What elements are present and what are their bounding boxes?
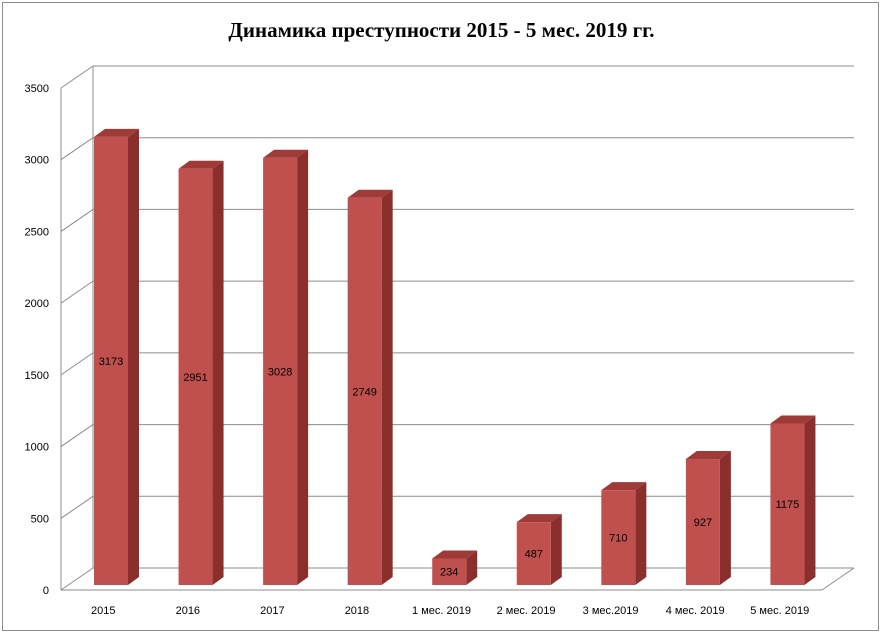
data-label: 927 (694, 517, 712, 529)
bar-front (178, 168, 213, 585)
bar-side (550, 514, 562, 585)
bar-side (635, 482, 647, 585)
y-tick-label: 0 (43, 585, 49, 597)
bar-front (94, 136, 128, 586)
data-label: 2749 (352, 386, 376, 398)
x-tick-label: 1 мес. 2019 (412, 605, 471, 617)
grid-diagonal (60, 65, 94, 89)
bar-front (432, 558, 467, 585)
x-tick-label: 2 мес. 2019 (497, 605, 556, 617)
data-label: 2951 (183, 372, 207, 384)
bar: 234 (432, 550, 478, 585)
data-label: 3173 (99, 356, 123, 368)
bar-front (347, 197, 382, 586)
y-tick-label: 3000 (25, 155, 49, 167)
grid-diagonal (60, 352, 94, 376)
data-label: 1175 (776, 499, 800, 511)
bar: 3028 (263, 149, 309, 585)
bar-top (347, 189, 393, 198)
data-label: 710 (609, 533, 627, 545)
grid-diagonal (60, 209, 94, 232)
bar-side (804, 415, 816, 585)
bar-side (466, 550, 478, 585)
bar-front (601, 490, 636, 585)
bar-front (263, 157, 298, 585)
y-tick-label: 3500 (25, 83, 49, 95)
x-tick-label: 5 мес. 2019 (750, 605, 809, 617)
grid-diagonal (60, 424, 94, 447)
floor-right-edge (821, 567, 855, 591)
bar-top (601, 482, 647, 491)
bar: 2951 (178, 160, 224, 585)
bar: 3173 (94, 128, 139, 586)
x-tick-label: 2017 (260, 605, 284, 617)
x-tick-label: 2016 (176, 605, 200, 617)
grid-diagonal (60, 567, 94, 591)
grid-diagonal (60, 137, 94, 161)
bar: 487 (516, 514, 562, 585)
bar-top (94, 128, 139, 137)
x-tick-label: 2018 (345, 605, 369, 617)
bar-top (770, 415, 816, 424)
bar-top (178, 160, 224, 169)
bar-top (432, 550, 478, 559)
bar-side (128, 128, 139, 586)
bar: 1175 (770, 415, 816, 585)
bar-side (719, 451, 731, 585)
bar-front (770, 423, 805, 585)
x-axis-ticks: 2015 2016 2017 2018 1 мес. 2019 2 мес. 2019 3 … (91, 605, 809, 617)
bar: 710 (601, 482, 647, 585)
y-tick-label: 2500 (25, 226, 49, 238)
bar-side (381, 189, 393, 586)
x-tick-label: 2015 (91, 605, 115, 617)
grid-diagonal (60, 495, 94, 519)
y-tick-label: 500 (31, 513, 49, 525)
bar: 927 (685, 451, 731, 585)
y-tick-label: 1500 (25, 370, 49, 382)
x-tick-label: 4 мес. 2019 (666, 605, 725, 617)
x-tick-label: 3 мес.2019 (583, 605, 639, 617)
bar: 2749 (347, 189, 393, 586)
data-label: 3028 (268, 366, 292, 378)
y-tick-label: 2000 (25, 298, 49, 310)
grid-diagonal (60, 280, 94, 304)
data-label: 487 (525, 549, 543, 561)
y-tick-label: 1000 (25, 442, 49, 454)
bars: 3173 2951 3028 2749 234 487 710 927 1175 (94, 128, 816, 586)
bar-front (516, 522, 551, 585)
bar-top (685, 451, 731, 460)
chart-title: Динамика преступности 2015 - 5 мес. 2019… (228, 18, 655, 42)
bar-front (685, 459, 720, 585)
bar-side (297, 149, 309, 585)
bar-side (212, 160, 224, 585)
y-axis-ticks: 0 500 1000 1500 2000 2500 3000 3500 (25, 83, 49, 597)
data-label: 234 (440, 567, 458, 579)
bar-top (263, 149, 309, 158)
bar-top (516, 514, 562, 523)
